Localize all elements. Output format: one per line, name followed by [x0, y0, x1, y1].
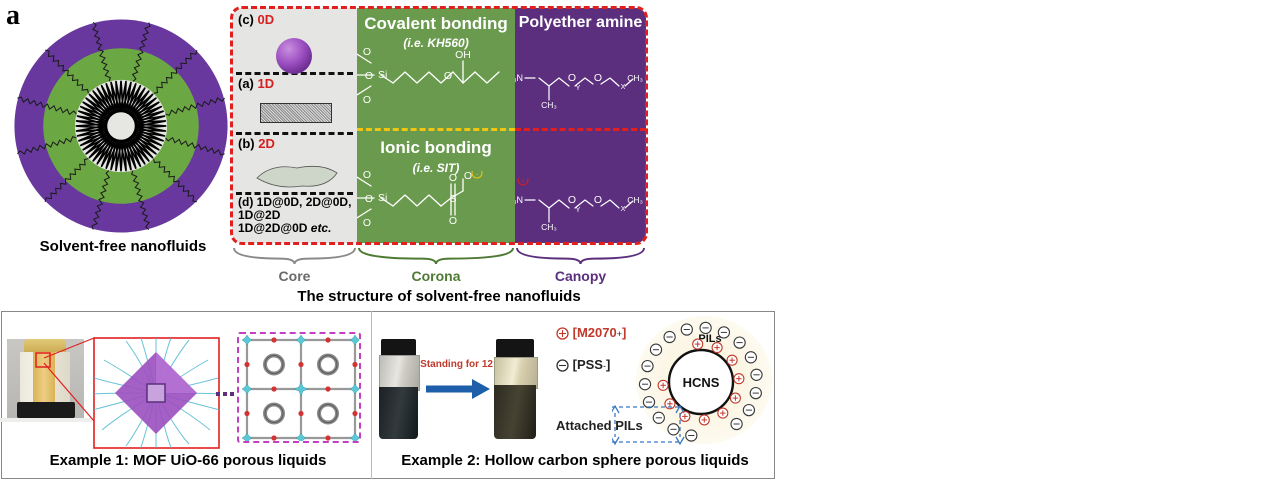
svg-text:O: O [363, 217, 371, 229]
svg-text:X: X [621, 206, 626, 213]
svg-text:Y: Y [576, 85, 581, 92]
svg-text:+: + [521, 179, 525, 185]
svg-text:CH₃: CH₃ [627, 73, 643, 83]
svg-text:O: O [449, 215, 457, 227]
svg-text:Si: Si [378, 192, 387, 204]
svg-text:O: O [365, 193, 373, 205]
svg-text:O: O [568, 72, 576, 84]
svg-text:O: O [365, 70, 373, 82]
svg-text:Y: Y [576, 207, 581, 214]
svg-text:HCNS: HCNS [683, 375, 720, 390]
svg-text:O: O [594, 194, 602, 206]
svg-text:X: X [621, 84, 626, 91]
svg-text:CH₃: CH₃ [627, 195, 643, 205]
svg-text:O: O [449, 172, 457, 184]
svg-text:Si: Si [378, 69, 387, 81]
svg-text:O: O [464, 171, 472, 182]
svg-text:S: S [449, 193, 456, 205]
svg-text:H₃N: H₃N [515, 195, 523, 205]
svg-text:CH₃: CH₃ [541, 222, 557, 232]
svg-text:O: O [444, 70, 452, 82]
svg-text:O: O [363, 94, 371, 106]
svg-text:OH: OH [455, 49, 471, 61]
svg-text:CH₃: CH₃ [541, 100, 557, 110]
svg-text:O: O [363, 48, 371, 58]
svg-text:H₃N: H₃N [515, 73, 523, 83]
svg-text:O: O [363, 171, 371, 181]
svg-text:-: - [476, 172, 478, 178]
svg-text:O: O [568, 194, 576, 206]
svg-text:O: O [594, 72, 602, 84]
